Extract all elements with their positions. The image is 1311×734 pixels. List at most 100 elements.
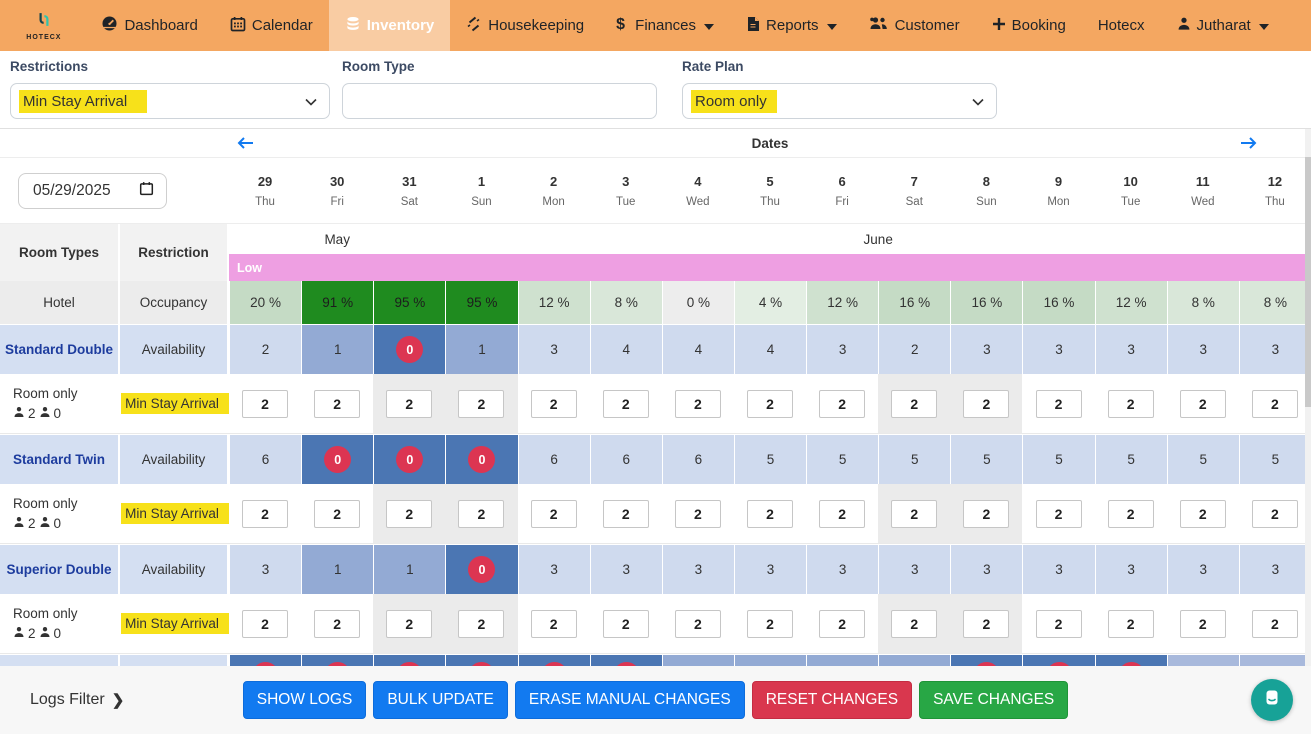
date-column-header: 3Tue (590, 174, 662, 208)
rate-plan-name: Room only (13, 606, 78, 621)
min-stay-input[interactable] (1252, 610, 1298, 638)
rate-plan-select[interactable]: Room only (682, 83, 997, 119)
min-stay-input[interactable] (314, 500, 360, 528)
min-stay-cell (662, 484, 734, 543)
availability-cell: 3 (590, 545, 662, 594)
date-column-header: 2Mon (518, 174, 590, 208)
occupancy-cell: 16 % (1022, 281, 1094, 324)
min-stay-input[interactable] (458, 500, 504, 528)
min-stay-input[interactable] (1180, 390, 1226, 418)
availability-cell: 5 (1095, 435, 1167, 484)
min-stay-input[interactable] (1036, 610, 1082, 638)
min-stay-input[interactable] (1108, 390, 1154, 418)
min-stay-input[interactable] (531, 500, 577, 528)
svg-text:$: $ (616, 16, 625, 32)
hotecx-logo[interactable]: HOTECX (26, 0, 61, 51)
min-stay-input[interactable] (1252, 500, 1298, 528)
availability-cell: 4 (590, 325, 662, 374)
next-dates-arrow-icon[interactable] (1240, 136, 1257, 150)
min-stay-row: Room only20Min Stay Arrival (0, 374, 1311, 434)
date-column-header: 7Sat (878, 174, 950, 208)
availability-cell: 3 (1022, 545, 1094, 594)
min-stay-input[interactable] (386, 390, 432, 418)
min-stay-input[interactable] (675, 610, 721, 638)
availability-cell: 0 (373, 435, 445, 484)
availability-cell: 1 (301, 545, 373, 594)
min-stay-input[interactable] (891, 610, 937, 638)
min-stay-input[interactable] (531, 610, 577, 638)
min-stay-input[interactable] (963, 610, 1009, 638)
erase-manual-changes-button[interactable]: ERASE MANUAL CHANGES (515, 681, 745, 719)
nav-item-dashboard[interactable]: Dashboard (85, 0, 213, 51)
logs-filter-toggle[interactable]: Logs Filter ❯ (30, 691, 124, 709)
chat-widget-button[interactable] (1251, 679, 1293, 721)
nav-item-hotecx[interactable]: Hotecx (1082, 0, 1161, 51)
date-picker[interactable]: 05/29/2025 (18, 173, 167, 209)
min-stay-input[interactable] (242, 500, 288, 528)
min-stay-input[interactable] (1108, 610, 1154, 638)
min-stay-input[interactable] (242, 390, 288, 418)
nav-item-customer[interactable]: Customer (853, 0, 976, 51)
scrollbar-thumb[interactable] (1305, 157, 1311, 407)
min-stay-input[interactable] (1108, 500, 1154, 528)
save-changes-button[interactable]: SAVE CHANGES (919, 681, 1068, 719)
restrictions-select[interactable]: Min Stay Arrival (10, 83, 330, 119)
min-stay-input[interactable] (242, 610, 288, 638)
rate-plan-name: Room only (13, 496, 78, 511)
min-stay-cell (445, 374, 517, 433)
min-stay-input[interactable] (386, 610, 432, 638)
min-stay-input[interactable] (891, 500, 937, 528)
min-stay-input[interactable] (458, 610, 504, 638)
min-stay-cell (878, 374, 950, 433)
nav-item-reports[interactable]: Reports (730, 0, 853, 51)
bulk-update-button[interactable]: BULK UPDATE (373, 681, 508, 719)
min-stay-input[interactable] (675, 500, 721, 528)
availability-cell: 3 (1022, 325, 1094, 374)
nav-item-booking[interactable]: Booking (976, 0, 1082, 51)
min-stay-input[interactable] (386, 500, 432, 528)
min-stay-input[interactable] (747, 610, 793, 638)
min-stay-input[interactable] (1180, 500, 1226, 528)
vertical-scrollbar[interactable] (1305, 129, 1311, 666)
availability-cell: 3 (1167, 325, 1239, 374)
min-stay-input[interactable] (891, 390, 937, 418)
min-stay-cell (301, 374, 373, 433)
nav-item-inventory[interactable]: Inventory (329, 0, 451, 51)
restrictions-value: Min Stay Arrival (19, 90, 147, 113)
nav-item-housekeeping[interactable]: Housekeeping (450, 0, 600, 51)
min-stay-input[interactable] (675, 390, 721, 418)
min-stay-input[interactable] (819, 610, 865, 638)
calendar-picker-icon[interactable] (139, 181, 154, 201)
min-stay-input[interactable] (603, 500, 649, 528)
min-stay-input[interactable] (603, 610, 649, 638)
min-stay-input[interactable] (819, 500, 865, 528)
min-stay-input[interactable] (1180, 610, 1226, 638)
min-stay-input[interactable] (747, 500, 793, 528)
reset-changes-button[interactable]: RESET CHANGES (752, 681, 912, 719)
min-stay-input[interactable] (458, 390, 504, 418)
zero-availability-badge: 0 (468, 446, 495, 473)
min-stay-input[interactable] (531, 390, 577, 418)
nav-item-finances[interactable]: $Finances (600, 0, 730, 51)
hotecx-logo-icon (35, 11, 53, 33)
min-stay-input[interactable] (314, 390, 360, 418)
nav-item-calendar[interactable]: Calendar (214, 0, 329, 51)
min-stay-input[interactable] (963, 390, 1009, 418)
min-stay-input[interactable] (747, 390, 793, 418)
occupancy-cell: 0 % (662, 281, 734, 324)
min-stay-cell (373, 484, 445, 543)
min-stay-cell (229, 374, 301, 433)
calendar-icon (230, 16, 246, 36)
min-stay-input[interactable] (1036, 500, 1082, 528)
min-stay-input[interactable] (1252, 390, 1298, 418)
min-stay-input[interactable] (1036, 390, 1082, 418)
chevron-down-icon (827, 17, 837, 34)
min-stay-input[interactable] (819, 390, 865, 418)
min-stay-input[interactable] (314, 610, 360, 638)
show-logs-button[interactable]: SHOW LOGS (243, 681, 367, 719)
date-weekday: Thu (1239, 196, 1311, 208)
nav-item-jutharat[interactable]: Jutharat (1161, 0, 1285, 51)
min-stay-input[interactable] (603, 390, 649, 418)
min-stay-input[interactable] (963, 500, 1009, 528)
room-type-input[interactable] (342, 83, 657, 119)
